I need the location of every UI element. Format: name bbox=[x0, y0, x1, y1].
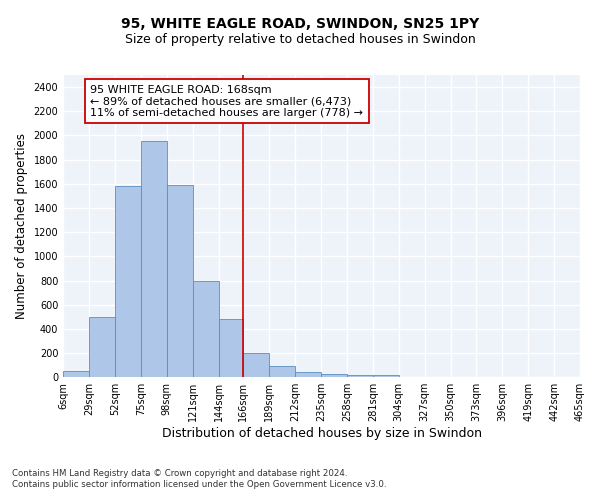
Text: Contains HM Land Registry data © Crown copyright and database right 2024.: Contains HM Land Registry data © Crown c… bbox=[12, 468, 347, 477]
Bar bbox=[115, 186, 141, 377]
Bar bbox=[269, 366, 295, 377]
Bar bbox=[373, 376, 399, 377]
X-axis label: Distribution of detached houses by size in Swindon: Distribution of detached houses by size … bbox=[161, 427, 482, 440]
Bar bbox=[321, 374, 347, 377]
Bar bbox=[193, 280, 218, 377]
Y-axis label: Number of detached properties: Number of detached properties bbox=[15, 133, 28, 319]
Text: Size of property relative to detached houses in Swindon: Size of property relative to detached ho… bbox=[125, 32, 475, 46]
Bar bbox=[218, 319, 244, 377]
Bar bbox=[141, 142, 167, 377]
Text: Contains public sector information licensed under the Open Government Licence v3: Contains public sector information licen… bbox=[12, 480, 386, 489]
Text: 95, WHITE EAGLE ROAD, SWINDON, SN25 1PY: 95, WHITE EAGLE ROAD, SWINDON, SN25 1PY bbox=[121, 18, 479, 32]
Bar bbox=[167, 185, 193, 377]
Bar bbox=[347, 375, 373, 377]
Bar bbox=[295, 372, 321, 377]
Bar bbox=[244, 353, 269, 377]
Text: 95 WHITE EAGLE ROAD: 168sqm
← 89% of detached houses are smaller (6,473)
11% of : 95 WHITE EAGLE ROAD: 168sqm ← 89% of det… bbox=[90, 84, 363, 118]
Bar bbox=[399, 376, 425, 377]
Bar bbox=[63, 371, 89, 377]
Bar bbox=[89, 317, 115, 377]
